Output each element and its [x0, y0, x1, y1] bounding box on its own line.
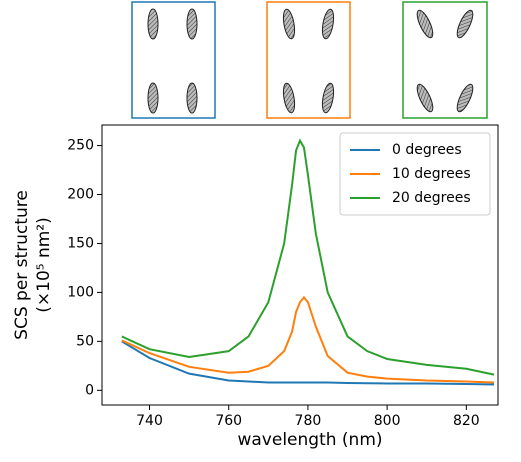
y-tick-label: 0 [85, 382, 94, 398]
x-tick-label: 780 [295, 413, 322, 429]
y-tick-label: 50 [76, 333, 94, 349]
legend-box [339, 132, 491, 216]
x-axis-label: wavelength (nm) [237, 430, 382, 450]
y-tick-label: 250 [67, 138, 94, 154]
y-axis-unit: (×10⁵ nm²) [34, 217, 54, 313]
line [121, 138, 495, 376]
legend-label: 0 degrees [392, 142, 462, 158]
x-tick-label: 760 [215, 413, 242, 429]
legend-label: 20 degrees [392, 190, 471, 206]
line [121, 295, 495, 384]
x-tick-label: 740 [136, 413, 163, 429]
y-axis-label: SCS per structure [12, 190, 32, 340]
inset-0 [131, 1, 216, 119]
inset-2 [402, 1, 488, 119]
legend-label: 10 degrees [392, 166, 471, 182]
x-tick-label: 800 [374, 413, 401, 429]
y-tick-label: 150 [67, 235, 94, 251]
x-tick-label: 820 [453, 413, 480, 429]
y-tick-label: 100 [67, 284, 94, 300]
inset-1 [266, 1, 351, 119]
plot-frame [101, 124, 499, 406]
y-tick-label: 200 [67, 187, 94, 203]
line [121, 340, 495, 386]
